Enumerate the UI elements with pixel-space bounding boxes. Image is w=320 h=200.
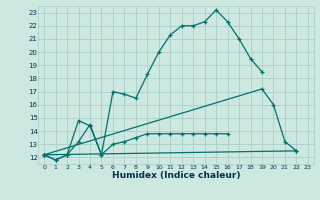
X-axis label: Humidex (Indice chaleur): Humidex (Indice chaleur) (112, 171, 240, 180)
